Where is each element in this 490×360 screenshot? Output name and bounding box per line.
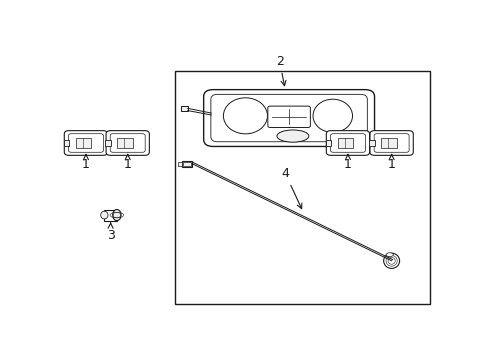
Ellipse shape	[313, 99, 352, 132]
FancyBboxPatch shape	[268, 106, 310, 127]
Bar	[75, 138, 91, 148]
Bar	[381, 138, 397, 148]
Ellipse shape	[113, 210, 121, 221]
Bar	[369, 140, 374, 146]
Bar	[181, 105, 188, 111]
Text: 4: 4	[281, 167, 302, 209]
FancyBboxPatch shape	[374, 134, 409, 152]
Bar	[105, 140, 111, 146]
FancyBboxPatch shape	[330, 134, 366, 152]
Bar	[325, 140, 331, 146]
FancyBboxPatch shape	[110, 134, 145, 152]
Bar	[183, 162, 191, 166]
Text: 1: 1	[124, 154, 132, 171]
Ellipse shape	[101, 211, 108, 219]
Bar	[64, 140, 69, 146]
Ellipse shape	[223, 98, 268, 134]
Bar	[104, 210, 117, 221]
Text: 1: 1	[344, 154, 352, 171]
Text: 2: 2	[276, 55, 286, 86]
FancyBboxPatch shape	[204, 90, 374, 147]
Bar	[175, 71, 430, 304]
Ellipse shape	[384, 253, 400, 269]
Bar	[178, 162, 182, 166]
Bar	[182, 161, 192, 167]
FancyBboxPatch shape	[211, 94, 368, 142]
FancyBboxPatch shape	[69, 134, 103, 152]
Text: 3: 3	[107, 223, 115, 242]
Text: 1: 1	[388, 154, 395, 171]
FancyBboxPatch shape	[64, 131, 108, 155]
Ellipse shape	[386, 253, 393, 257]
FancyBboxPatch shape	[326, 131, 369, 155]
FancyBboxPatch shape	[370, 131, 413, 155]
Text: 1: 1	[82, 154, 90, 171]
Bar	[338, 138, 353, 148]
Ellipse shape	[277, 130, 309, 142]
FancyBboxPatch shape	[106, 131, 149, 155]
Bar	[118, 138, 133, 148]
